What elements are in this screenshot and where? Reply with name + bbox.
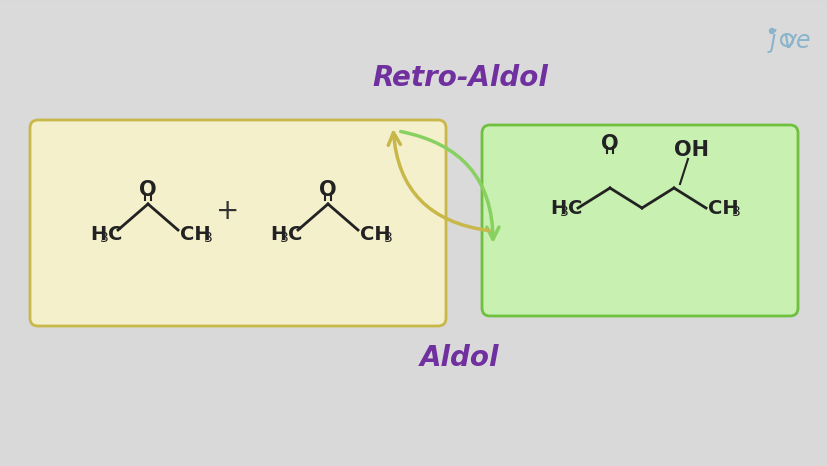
Text: 3: 3: [280, 231, 289, 245]
Text: C: C: [288, 225, 302, 244]
FancyBboxPatch shape: [481, 125, 797, 316]
Text: O: O: [600, 134, 618, 154]
Text: H: H: [270, 225, 286, 244]
Text: 3: 3: [100, 231, 108, 245]
Text: CH: CH: [179, 225, 210, 244]
Text: 3: 3: [731, 205, 740, 219]
Circle shape: [768, 28, 773, 34]
Text: Retro-Aldol: Retro-Aldol: [371, 64, 547, 92]
Text: 3: 3: [559, 205, 568, 219]
Text: Aldol: Aldol: [420, 344, 500, 372]
Text: ve: ve: [781, 29, 810, 53]
Text: OH: OH: [674, 140, 709, 160]
Text: C: C: [108, 225, 122, 244]
Text: O: O: [318, 180, 337, 200]
Text: +: +: [216, 197, 239, 225]
Text: CH: CH: [707, 199, 738, 218]
Text: H: H: [549, 199, 566, 218]
Text: 3: 3: [203, 231, 213, 245]
Text: C: C: [567, 199, 581, 218]
Text: O: O: [139, 180, 156, 200]
Text: 3: 3: [384, 231, 392, 245]
Text: H: H: [90, 225, 106, 244]
Text: CH: CH: [360, 225, 390, 244]
Text: j: j: [769, 29, 776, 53]
FancyBboxPatch shape: [30, 120, 446, 326]
